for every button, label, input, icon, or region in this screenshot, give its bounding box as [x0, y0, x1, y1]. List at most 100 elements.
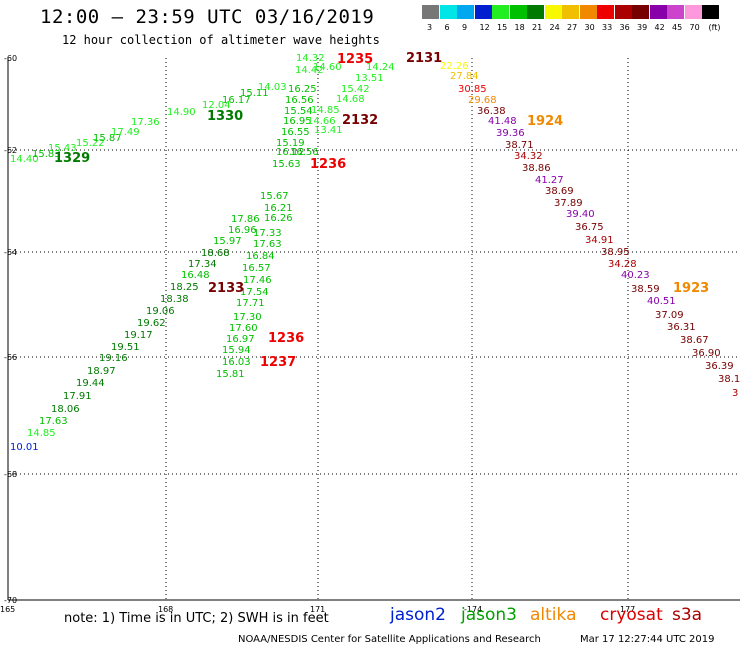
wave-height-value: 16.25	[288, 84, 317, 95]
wave-height-value: 16.95	[283, 116, 312, 127]
wave-height-value: 15.94	[222, 345, 251, 356]
longitude-label: 171	[310, 605, 325, 614]
wave-height-value: 34.91	[585, 235, 614, 246]
wave-height-value: 14.32	[296, 53, 325, 64]
pass-time-label: 1329	[54, 151, 90, 166]
wave-height-value: 16.48	[181, 270, 210, 281]
legend-swatch	[597, 5, 614, 19]
legend-label: 30	[584, 23, 595, 32]
wave-height-value: 30.85	[458, 84, 487, 95]
wave-height-value: 38.95	[601, 247, 630, 258]
wave-height-value: 15.54	[284, 106, 313, 117]
legend-label: 45	[672, 23, 683, 32]
longitude-label: 168	[158, 605, 173, 614]
wave-height-value: 40.23	[621, 270, 650, 281]
wave-height-value: 14.85	[311, 105, 340, 116]
wave-height-value: 17.30	[233, 312, 262, 323]
wave-height-value: 15.83	[32, 149, 61, 160]
longitude-label: 177	[620, 605, 635, 614]
legend-swatch	[614, 5, 632, 19]
wave-height-value: 17.86	[231, 214, 260, 225]
legend-label: 18	[514, 23, 525, 32]
wave-height-value: 36.31	[667, 322, 696, 333]
wave-height-value: 17.33	[253, 228, 282, 239]
wave-height-value: 15.67	[260, 191, 289, 202]
wave-height-value: 17.71	[236, 298, 265, 309]
wave-height-value: 18.38	[160, 294, 189, 305]
wave-height-value: 15.42	[341, 84, 370, 95]
legend-label: 39	[637, 23, 648, 32]
wave-height-value: 19.62	[137, 318, 166, 329]
wave-height-value: 14.90	[167, 107, 196, 118]
legend-swatch	[509, 5, 527, 19]
legend-label: 42	[654, 23, 665, 32]
legend-swatch	[422, 5, 439, 19]
wave-height-value: 17.54	[240, 287, 269, 298]
wave-height-value: 14.60	[313, 62, 342, 73]
wave-height-value: 3	[732, 388, 738, 399]
wave-height-value: 14.42	[295, 65, 324, 76]
legend-label: 12	[479, 23, 490, 32]
credit-text: NOAA/NESDIS Center for Satellite Applica…	[238, 634, 541, 645]
satellite-legend-jason2: jason2	[390, 605, 446, 625]
wave-height-value: 17.36	[131, 117, 160, 128]
legend-label: 24	[549, 23, 560, 32]
wave-height-value: 38.59	[631, 284, 660, 295]
wave-height-value: 16.97	[226, 334, 255, 345]
wave-height-value: 15.19	[276, 138, 305, 149]
wave-height-value: 16.12	[276, 147, 305, 158]
generation-timestamp: Mar 17 12:27:44 UTC 2019	[580, 634, 715, 645]
legend-label: 6	[444, 23, 450, 32]
pass-time-label: 2131	[406, 51, 442, 66]
wave-height-value: 18.68	[201, 248, 230, 259]
wave-height-value: 41.27	[535, 175, 564, 186]
legend-swatch	[562, 5, 579, 19]
wave-height-value: 18.97	[87, 366, 116, 377]
longitude-label: -174	[464, 605, 482, 614]
legend-label: 70	[689, 23, 700, 32]
wave-height-value: 38.1	[718, 374, 740, 385]
wave-height-value: 16.57	[242, 263, 271, 274]
wave-height-value: 39.36	[496, 128, 525, 139]
wave-height-value: 16.56	[290, 147, 319, 158]
wave-height-value: 19.44	[76, 378, 105, 389]
wave-height-value: 16.17	[222, 95, 251, 106]
wave-height-value: 38.67	[680, 335, 709, 346]
legend-label: 3	[427, 23, 433, 32]
legend-swatch	[439, 5, 457, 19]
wave-height-value: 16.56	[285, 95, 314, 106]
legend-swatch	[457, 5, 474, 19]
wave-height-value: 16.26	[264, 213, 293, 224]
legend-label: 15	[497, 23, 508, 32]
wave-height-value: 14.68	[336, 94, 365, 105]
wave-height-value: 36.39	[705, 361, 734, 372]
wave-height-value: 22.26	[440, 61, 469, 72]
wave-height-value: 17.63	[39, 416, 68, 427]
wave-height-value: 17.63	[253, 239, 282, 250]
legend-swatch	[492, 5, 509, 19]
wave-height-value: 18.25	[170, 282, 199, 293]
wave-height-value: 39.40	[566, 209, 595, 220]
page-subtitle: 12 hour collection of altimeter wave hei…	[62, 33, 380, 47]
legend-swatch	[702, 5, 719, 19]
wave-height-value: 40.51	[647, 296, 676, 307]
latitude-label: -66	[4, 353, 17, 362]
longitude-label: 165	[0, 605, 15, 614]
wave-height-value: 34.32	[514, 151, 543, 162]
legend-label: 33	[602, 23, 613, 32]
legend-label: 36	[619, 23, 630, 32]
wave-height-value: 37.09	[655, 310, 684, 321]
latitude-label: -60	[4, 54, 17, 63]
wave-height-value: 15.63	[272, 159, 301, 170]
wave-height-value: 36.90	[692, 348, 721, 359]
wave-height-value: 13.51	[355, 73, 384, 84]
wave-height-value: 19.06	[146, 306, 175, 317]
wave-height-value: 37.89	[554, 198, 583, 209]
wave-height-value: 14.40	[10, 154, 39, 165]
legend-swatch	[649, 5, 667, 19]
legend-swatch	[474, 5, 492, 19]
wave-height-value: 17.91	[63, 391, 92, 402]
satellite-legend-cryosat: cryosat	[600, 605, 663, 625]
